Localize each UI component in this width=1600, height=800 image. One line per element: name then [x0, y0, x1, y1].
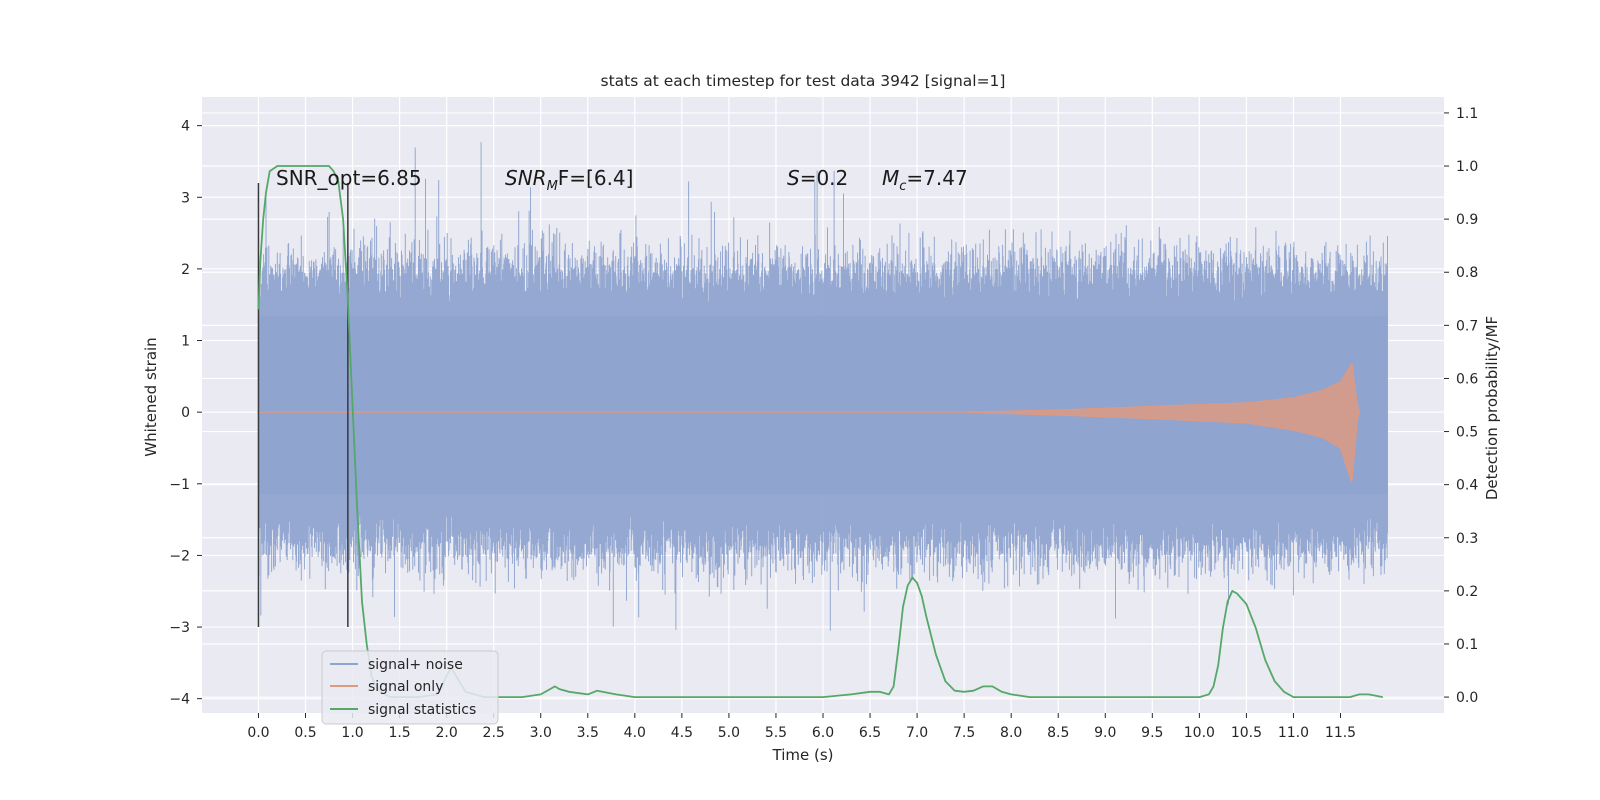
y-tick-label: −1 — [169, 477, 190, 493]
x-tick-label: 9.0 — [1094, 725, 1116, 741]
legend-label-signal-noise: signal+ noise — [368, 657, 463, 673]
x-tick-label: 8.5 — [1047, 725, 1069, 741]
y2-axis-title: Detection probability/MF — [1483, 316, 1501, 500]
x-tick-label: 4.5 — [671, 725, 693, 741]
annotations: SNR_opt=6.85 SNRMF=[6.4] S=0.2 Mc=7.47 — [276, 166, 968, 194]
legend: signal+ noise signal only signal statist… — [321, 650, 499, 725]
y2-tick-label: 0.1 — [1456, 637, 1478, 653]
x-tick-label: 9.5 — [1141, 725, 1163, 741]
y-tick-label: −2 — [169, 548, 190, 564]
x-axis-title: Time (s) — [772, 746, 834, 764]
y-tick-label: 0 — [181, 405, 190, 421]
x-tick-label: 5.0 — [718, 725, 740, 741]
series-signal-only — [256, 361, 1360, 483]
x-tick-label: 1.5 — [388, 725, 410, 741]
x-tick-label: 10.0 — [1184, 725, 1215, 741]
y2-tick-label: 0.7 — [1456, 318, 1478, 334]
x-tick-label: 2.5 — [483, 725, 505, 741]
y2-tick-label: 0.8 — [1456, 265, 1478, 281]
y2-tick-label: 1.0 — [1456, 159, 1478, 175]
x-tick-label: 3.0 — [530, 725, 552, 741]
x-tick-label: 0.0 — [247, 725, 269, 741]
annotation-snr-mf: SNRMF=[6.4] — [505, 166, 633, 194]
axis-ticks: 0.0 0.5 1.0 1.5 2.0 2.5 3.0 3.5 4.0 4.5 5.0 5.5 6.0 6… — [169, 106, 1478, 741]
x-tick-label: 7.0 — [906, 725, 928, 741]
annotation-s: S=0.2 — [787, 166, 848, 190]
x-tick-label: 1.0 — [341, 725, 363, 741]
x-tick-label: 7.5 — [953, 725, 975, 741]
series-signal-statistics — [257, 165, 1383, 698]
y2-tick-label: 0.9 — [1456, 212, 1478, 228]
x-tick-label: 4.0 — [624, 725, 646, 741]
x-tick-label: 11.5 — [1325, 725, 1356, 741]
y2-tick-label: 1.1 — [1456, 106, 1478, 122]
marker-lines — [257, 182, 349, 628]
chart-title: stats at each timestep for test data 394… — [601, 72, 1006, 90]
annotation-snr-opt: SNR_opt=6.85 — [276, 166, 422, 190]
legend-label-signal-only: signal only — [368, 679, 443, 695]
y2-tick-label: 0.5 — [1456, 425, 1478, 441]
x-tick-label: 5.5 — [765, 725, 787, 741]
x-tick-label: 0.5 — [294, 725, 316, 741]
y2-tick-label: 0.6 — [1456, 371, 1478, 387]
y-tick-label: 3 — [181, 190, 190, 206]
x-tick-label: 11.0 — [1278, 725, 1309, 741]
y-tick-label: 2 — [181, 262, 190, 278]
y2-tick-label: 0.2 — [1456, 584, 1478, 600]
y-tick-label: 1 — [181, 334, 190, 350]
y-axis-title: Whitened strain — [142, 337, 160, 456]
y-tick-label: 4 — [181, 119, 190, 135]
x-tick-label: 6.5 — [859, 725, 881, 741]
y2-tick-label: 0.0 — [1456, 690, 1478, 706]
legend-box — [321, 650, 499, 725]
x-tick-label: 3.5 — [577, 725, 599, 741]
y2-tick-label: 0.4 — [1456, 478, 1478, 494]
y-tick-label: −3 — [169, 620, 190, 636]
x-tick-label: 10.5 — [1231, 725, 1262, 741]
annotation-mc: Mc=7.47 — [882, 166, 968, 194]
y2-tick-label: 0.3 — [1456, 531, 1478, 547]
x-tick-label: 8.0 — [1000, 725, 1022, 741]
y-tick-label: −4 — [169, 692, 190, 708]
x-tick-label: 2.0 — [436, 725, 458, 741]
legend-label-signal-statistics: signal statistics — [368, 702, 476, 718]
x-tick-label: 6.0 — [812, 725, 834, 741]
